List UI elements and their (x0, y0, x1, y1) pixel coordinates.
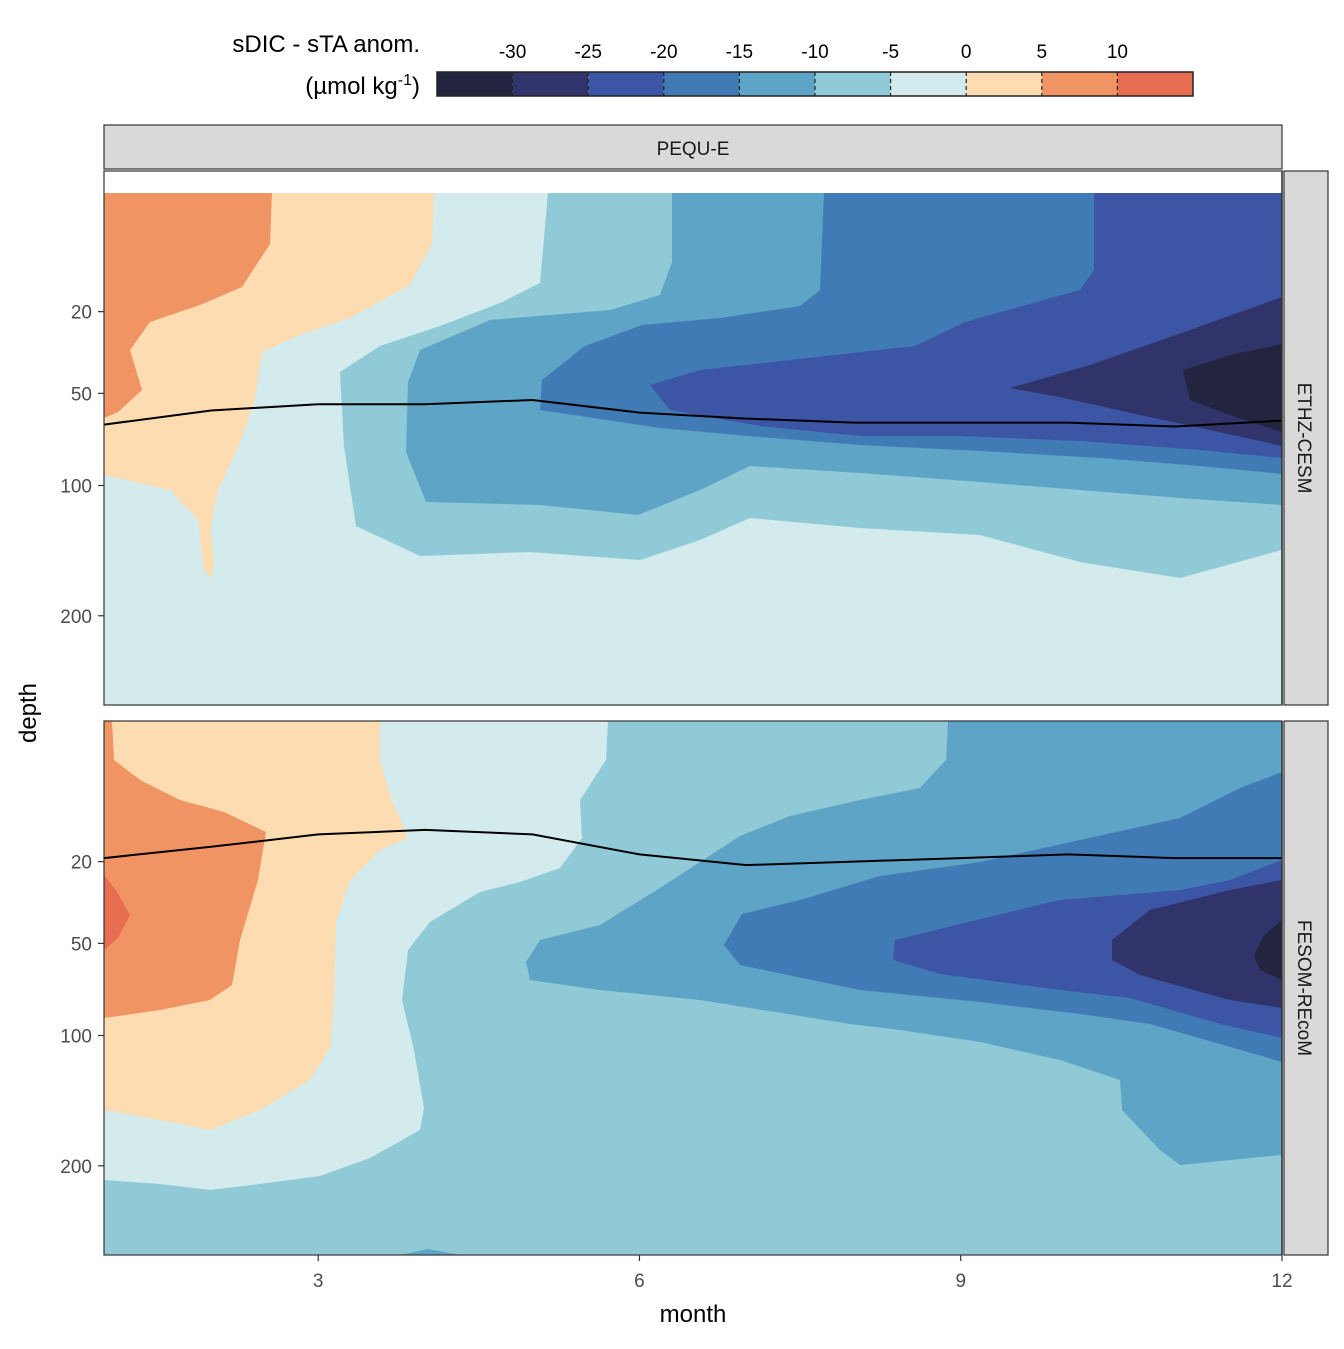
legend-labels: -30 -25 -20 -15 -10 -5 0 5 10 (499, 42, 1128, 96)
legend-swatch (739, 72, 815, 96)
mixed-layer-depth-line (103, 828, 1282, 867)
y-tick-label: 20 (71, 853, 92, 874)
panel1-border (103, 170, 1283, 706)
contour-band (1112, 880, 1282, 1008)
legend-break-label: 5 (1037, 42, 1048, 63)
panel2-model-label: FESOM-REcoM (1293, 920, 1314, 1056)
legend-swatch (437, 72, 513, 96)
panel2-border (103, 720, 1283, 1256)
panel1-contours (104, 193, 1282, 705)
contour-band (1183, 344, 1282, 432)
y-tick-label: 50 (71, 384, 92, 405)
legend-title-prefix: (µmol kg (305, 73, 398, 100)
y-tick-label: 50 (71, 934, 92, 955)
legend-swatch (588, 72, 664, 96)
mixed-layer-depth-line (103, 398, 1283, 428)
legend-break-label: -5 (882, 42, 899, 63)
legend-break-label: -15 (726, 42, 753, 63)
facet-strip-right-2 (1283, 720, 1329, 1256)
x-axis: 3 6 9 12 (313, 1255, 1293, 1292)
legend-colorbar (436, 71, 1194, 97)
legend-swatch (890, 72, 967, 96)
y-tick-label: 200 (60, 1157, 92, 1178)
legend-swatch (815, 72, 891, 96)
y-tick-label: 100 (60, 477, 92, 498)
contour-band (400, 1249, 460, 1255)
panel2-contours (104, 721, 1282, 1255)
y-axis-title: depth (15, 683, 42, 743)
x-tick-label: 6 (634, 1271, 645, 1292)
y-tick-label: 20 (71, 303, 92, 324)
legend-swatch (1117, 72, 1193, 96)
x-tick-label: 3 (313, 1271, 324, 1292)
legend-swatch (1041, 72, 1118, 96)
legend-break-label: 0 (961, 42, 972, 63)
legend-title-line2: (µmol kg-1) (305, 72, 420, 100)
legend-break-label: -30 (499, 42, 526, 63)
legend-swatch (663, 72, 740, 96)
legend-title-line1: sDIC - sTA anom. (232, 31, 420, 58)
contour-band (1254, 920, 1282, 980)
legend-title-sup: -1 (398, 72, 412, 89)
y-axis-panel2: 20 50 100 200 (60, 853, 104, 1178)
legend-title-suffix: ) (412, 73, 420, 100)
legend-swatch (966, 72, 1042, 96)
legend-break-label: -25 (574, 42, 601, 63)
legend-break-label: -20 (650, 42, 677, 63)
legend-break-label: 10 (1107, 42, 1128, 63)
y-axis-panel1: 20 50 100 200 (60, 303, 104, 628)
x-axis-title: month (660, 1301, 727, 1328)
panel-fesom-recom: FESOM-REcoM (103, 720, 1329, 1256)
x-tick-label: 9 (955, 1271, 966, 1292)
facet-strip-bg (103, 124, 1283, 170)
x-tick-label: 12 (1271, 1271, 1292, 1292)
legend-swatch (512, 72, 589, 96)
legend-break-label: -10 (801, 42, 828, 63)
panel-ethz-cesm: ETHZ-CESM (103, 170, 1329, 706)
contour-band (104, 875, 130, 950)
y-tick-label: 200 (60, 607, 92, 628)
facet-strip-top: PEQU-E (103, 124, 1283, 170)
facet-strip-right-1 (1283, 170, 1329, 706)
facet-strip-label: PEQU-E (657, 139, 730, 160)
legend: sDIC - sTA anom. (µmol kg-1) -30 -25 -20 -1… (232, 31, 1194, 100)
y-tick-label: 100 (60, 1027, 92, 1048)
panel1-model-label: ETHZ-CESM (1293, 383, 1314, 494)
contour-band (104, 721, 266, 1018)
contour-band (104, 193, 272, 418)
